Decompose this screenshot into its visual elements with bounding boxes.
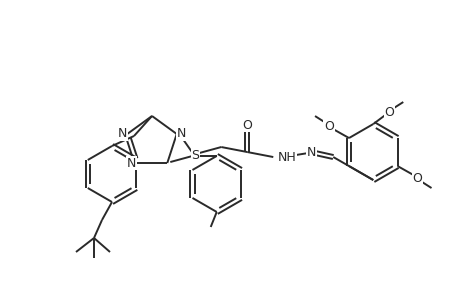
Text: O: O <box>384 106 393 118</box>
Text: O: O <box>242 118 252 131</box>
Text: O: O <box>412 172 421 184</box>
Text: S: S <box>191 148 199 161</box>
Text: N: N <box>118 128 127 140</box>
Text: NH: NH <box>277 151 296 164</box>
Text: O: O <box>324 119 333 133</box>
Text: N: N <box>127 157 136 169</box>
Text: N: N <box>306 146 315 158</box>
Text: N: N <box>177 128 186 140</box>
